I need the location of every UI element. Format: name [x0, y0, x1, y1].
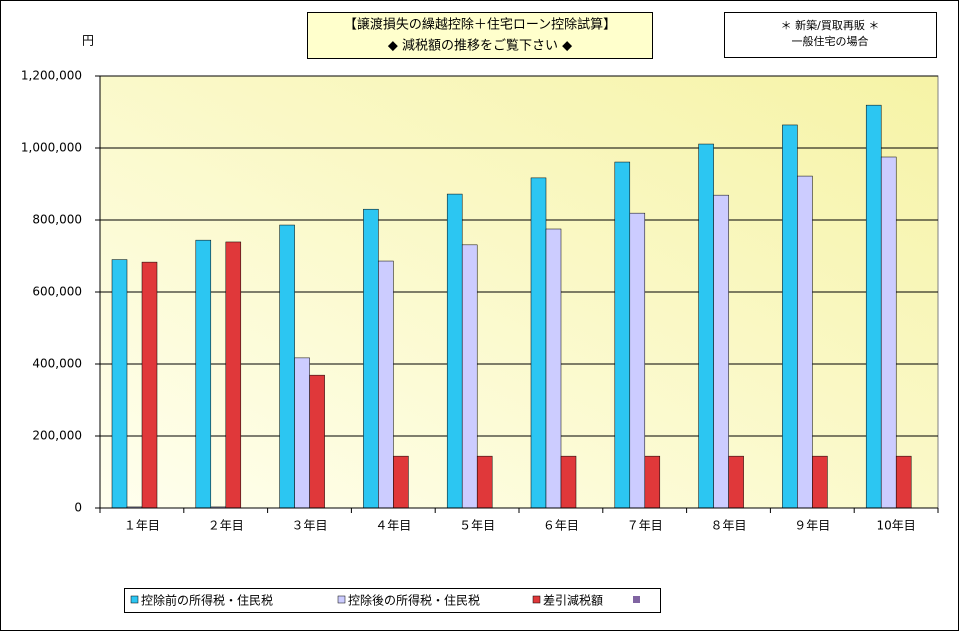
bar — [530, 177, 547, 509]
x-tick-label: ２年目 — [208, 519, 244, 533]
bar — [393, 455, 409, 509]
legend — [124, 588, 661, 613]
bar — [279, 224, 295, 509]
bar — [476, 455, 493, 509]
bar — [225, 241, 242, 509]
y-axis-label: 円 — [82, 34, 94, 48]
x-tick-label: ８年目 — [710, 519, 746, 533]
x-tick-label: ５年目 — [459, 519, 495, 533]
bar — [195, 239, 212, 509]
bar — [797, 175, 813, 509]
legend-label: 差引減税額 — [543, 593, 603, 608]
note-box — [724, 12, 937, 58]
legend-marker — [532, 595, 541, 604]
bar — [698, 143, 714, 509]
x-tick-label: ４年目 — [375, 519, 411, 533]
bar — [865, 104, 882, 509]
x-tick-label: ７年目 — [627, 519, 663, 533]
bar — [363, 208, 379, 509]
x-tick-label: １年目 — [124, 519, 160, 533]
chart-title: 【譲渡損失の繰越控除＋住宅ローン控除試算】 — [344, 17, 616, 33]
bar — [728, 455, 744, 509]
y-tick-label: 400,000 — [32, 357, 82, 371]
bar — [461, 244, 478, 509]
bar — [294, 357, 310, 509]
note: 一般住宅の場合 — [792, 34, 869, 48]
bar — [545, 228, 562, 509]
bar — [880, 156, 897, 509]
y-tick-label: 800,000 — [32, 213, 82, 227]
y-tick-label: 0 — [74, 501, 82, 515]
bar — [614, 161, 631, 509]
legend-marker — [633, 596, 640, 603]
bar — [560, 455, 577, 509]
x-tick-label: ６年目 — [543, 519, 579, 533]
legend-label: 控除前の所得税・住民税 — [141, 593, 273, 608]
bar — [644, 455, 661, 509]
x-tick-label: ９年目 — [794, 519, 830, 533]
bar — [309, 374, 325, 509]
y-tick-label: 200,000 — [32, 429, 82, 443]
y-tick-label: 600,000 — [32, 285, 82, 299]
legend-marker — [337, 595, 346, 604]
legend-label: 控除後の所得税・住民税 — [348, 593, 480, 608]
legend-marker — [130, 595, 139, 604]
x-tick-label: ３年目 — [291, 519, 327, 533]
bar — [446, 193, 463, 509]
y-tick-label: 1,000,000 — [21, 141, 82, 155]
bar — [895, 455, 912, 509]
note: ＊ 新築/買取再販 ＊ — [781, 18, 880, 32]
bar — [812, 455, 828, 509]
bar — [111, 259, 128, 509]
bar — [713, 194, 729, 509]
bar — [782, 124, 798, 509]
bar — [378, 260, 394, 509]
chart-subtitle: ◆ 減税額の推移をご覧下さい ◆ — [388, 38, 572, 54]
bar — [629, 212, 646, 509]
y-tick-label: 1,200,000 — [21, 69, 82, 83]
bar — [141, 261, 158, 509]
x-tick-label: 10年目 — [876, 519, 915, 533]
title-box — [307, 12, 653, 59]
